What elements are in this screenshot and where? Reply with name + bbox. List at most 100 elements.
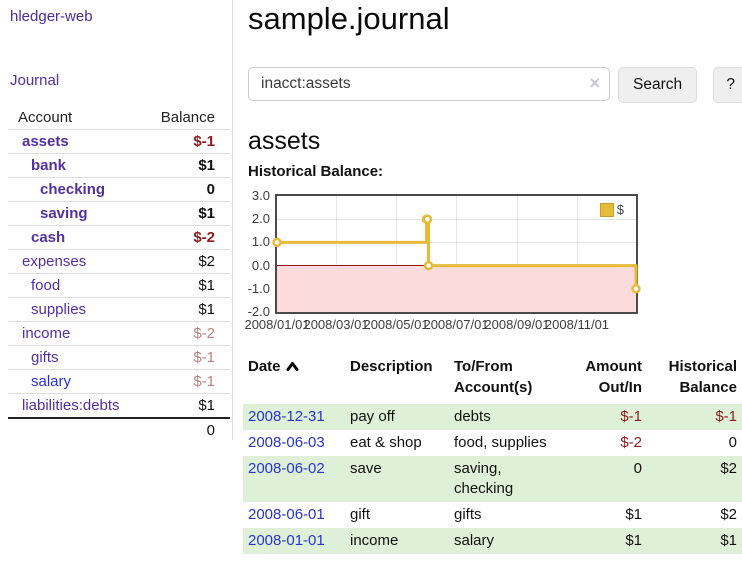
clear-search-icon[interactable]: × <box>589 73 600 93</box>
y-axis-tick-label: -1.0 <box>247 280 270 296</box>
data-point-marker <box>423 260 434 271</box>
accounts-column-header: Account <box>18 108 73 126</box>
transaction-balance: $1 <box>720 532 737 549</box>
accounts-total-row: 0 <box>8 417 230 442</box>
search-button[interactable]: Search <box>618 67 698 103</box>
account-link[interactable]: checking <box>40 181 106 198</box>
transaction-description: save <box>350 460 382 477</box>
date-column-header[interactable]: Date <box>243 354 345 404</box>
vgrid <box>336 196 337 312</box>
account-link[interactable]: salary <box>31 373 72 390</box>
vgrid <box>516 196 518 312</box>
search-bar: × Search ? <box>248 67 742 103</box>
accounts-table: Account Balance assets $-1 bank $1 checking 0… <box>8 105 230 442</box>
help-button[interactable]: ? <box>713 67 742 103</box>
neg-region <box>277 265 636 312</box>
transaction-row: 2008-06-02 save saving, checking 0 $2 <box>243 456 742 502</box>
account-row: saving $1 <box>8 201 230 226</box>
account-balance: $1 <box>144 393 230 418</box>
transaction-date-link[interactable]: 2008-01-01 <box>248 532 325 549</box>
account-balance: 0 <box>144 177 230 202</box>
historical-balance-chart: 3.0 2.0 1.0 0.0 -1.0 -2.0 $ 2008/01/01 2008/03… <box>244 188 742 334</box>
legend-swatch <box>599 202 614 217</box>
account-link[interactable]: saving <box>40 205 88 222</box>
account-balance: $1 <box>144 153 230 178</box>
account-link[interactable]: assets <box>22 133 69 150</box>
transaction-amount: $1 <box>625 532 642 549</box>
account-link[interactable]: gifts <box>31 349 59 366</box>
transaction-row: 2008-01-01 income salary $1 $1 <box>243 528 742 554</box>
transaction-amount: 0 <box>633 460 642 477</box>
description-column-header: Description <box>350 358 433 375</box>
account-row: checking 0 <box>8 177 230 202</box>
account-row: expenses $2 <box>8 249 230 274</box>
accounts-total-balance: 0 <box>144 417 230 442</box>
account-balance: $-1 <box>144 345 230 370</box>
app-brand-link[interactable]: hledger-web <box>10 8 93 25</box>
search-input[interactable] <box>248 67 610 101</box>
page-title: sample.journal <box>248 1 450 36</box>
vgrid <box>396 196 397 312</box>
account-link[interactable]: income <box>22 325 71 342</box>
transaction-accounts: saving, checking <box>454 460 514 497</box>
account-link[interactable]: cash <box>31 229 66 246</box>
account-balance: $2 <box>144 249 230 274</box>
chart-title: Historical Balance: <box>248 163 384 180</box>
transaction-description: eat & shop <box>350 434 422 451</box>
account-balance: $-2 <box>144 225 230 250</box>
transaction-accounts: salary <box>454 532 495 549</box>
account-balance: $-2 <box>144 321 230 346</box>
transaction-amount: $-1 <box>620 408 642 425</box>
balance-line-series <box>272 214 641 294</box>
account-link[interactable]: liabilities:debts <box>22 397 120 414</box>
account-row: supplies $1 <box>8 297 230 322</box>
register-table-header: Date Description To/From Account(s) Amou… <box>243 354 742 404</box>
legend-label: $ <box>616 202 624 217</box>
transaction-accounts: debts <box>454 408 491 425</box>
transaction-date-cell: 2008-06-01 <box>243 502 345 528</box>
balance-column-header: Historical Balance <box>668 358 737 396</box>
data-point-marker <box>631 284 641 294</box>
transaction-balance: $2 <box>720 506 737 523</box>
hgrid <box>277 219 636 221</box>
transaction-date-link[interactable]: 2008-06-01 <box>248 506 325 523</box>
hgrid <box>277 242 636 244</box>
transaction-row: 2008-06-01 gift gifts $1 $2 <box>243 502 742 528</box>
sidebar: hledger-web Journal Account Balance asse… <box>0 0 233 442</box>
account-row: food $1 <box>8 273 230 298</box>
account-row: liabilities:debts $1 <box>8 393 230 418</box>
account-link[interactable]: bank <box>31 157 67 174</box>
account-balance: $1 <box>144 273 230 298</box>
x-axis-tick-label: 2008/05/01 <box>363 317 429 332</box>
account-row: bank $1 <box>8 153 230 178</box>
account-row: cash $-2 <box>8 225 230 250</box>
x-axis-tick-label: 2008/07/01 <box>423 317 489 332</box>
x-axis-tick-label: 2008/11/01 <box>544 317 610 332</box>
y-axis-tick-label: 0.0 <box>251 257 270 273</box>
chart-legend: $ <box>599 202 624 217</box>
account-balance: $1 <box>144 201 230 226</box>
account-balance: $-1 <box>144 369 230 394</box>
account-link[interactable]: food <box>31 277 61 294</box>
transaction-row: 2008-12-31 pay off debts $-1 $-1 <box>243 404 742 430</box>
transaction-date-link[interactable]: 2008-06-02 <box>248 460 325 477</box>
transaction-date-link[interactable]: 2008-06-03 <box>248 434 325 451</box>
transaction-date-cell: 2008-01-01 <box>243 528 345 554</box>
accounts-table-body: assets $-1 bank $1 checking 0 saving $1 cash $-2 e… <box>8 129 230 418</box>
vgrid <box>456 196 457 312</box>
account-link[interactable]: supplies <box>31 301 87 318</box>
accounts-column-header: To/From Account(s) <box>454 358 533 396</box>
account-link[interactable]: expenses <box>22 253 87 270</box>
chart-plot-area: $ <box>272 194 641 314</box>
x-axis-tick-label: 2008/03/01 <box>303 317 369 332</box>
account-row: salary $-1 <box>8 369 230 394</box>
register-table-body: 2008-12-31 pay off debts $-1 $-1 2008-06-03 ea… <box>243 404 742 554</box>
sort-ascending-icon <box>286 357 299 378</box>
amount-column-header: Amount Out/In <box>585 358 642 396</box>
y-axis-tick-label: 1.0 <box>251 234 270 250</box>
transaction-date-link[interactable]: 2008-12-31 <box>248 408 325 425</box>
main-content: sample.journal × Search ? assets Histori… <box>233 0 742 554</box>
sidebar-item-journal[interactable]: Journal <box>10 72 60 89</box>
transaction-description: income <box>350 532 399 549</box>
data-point-marker <box>272 237 282 248</box>
